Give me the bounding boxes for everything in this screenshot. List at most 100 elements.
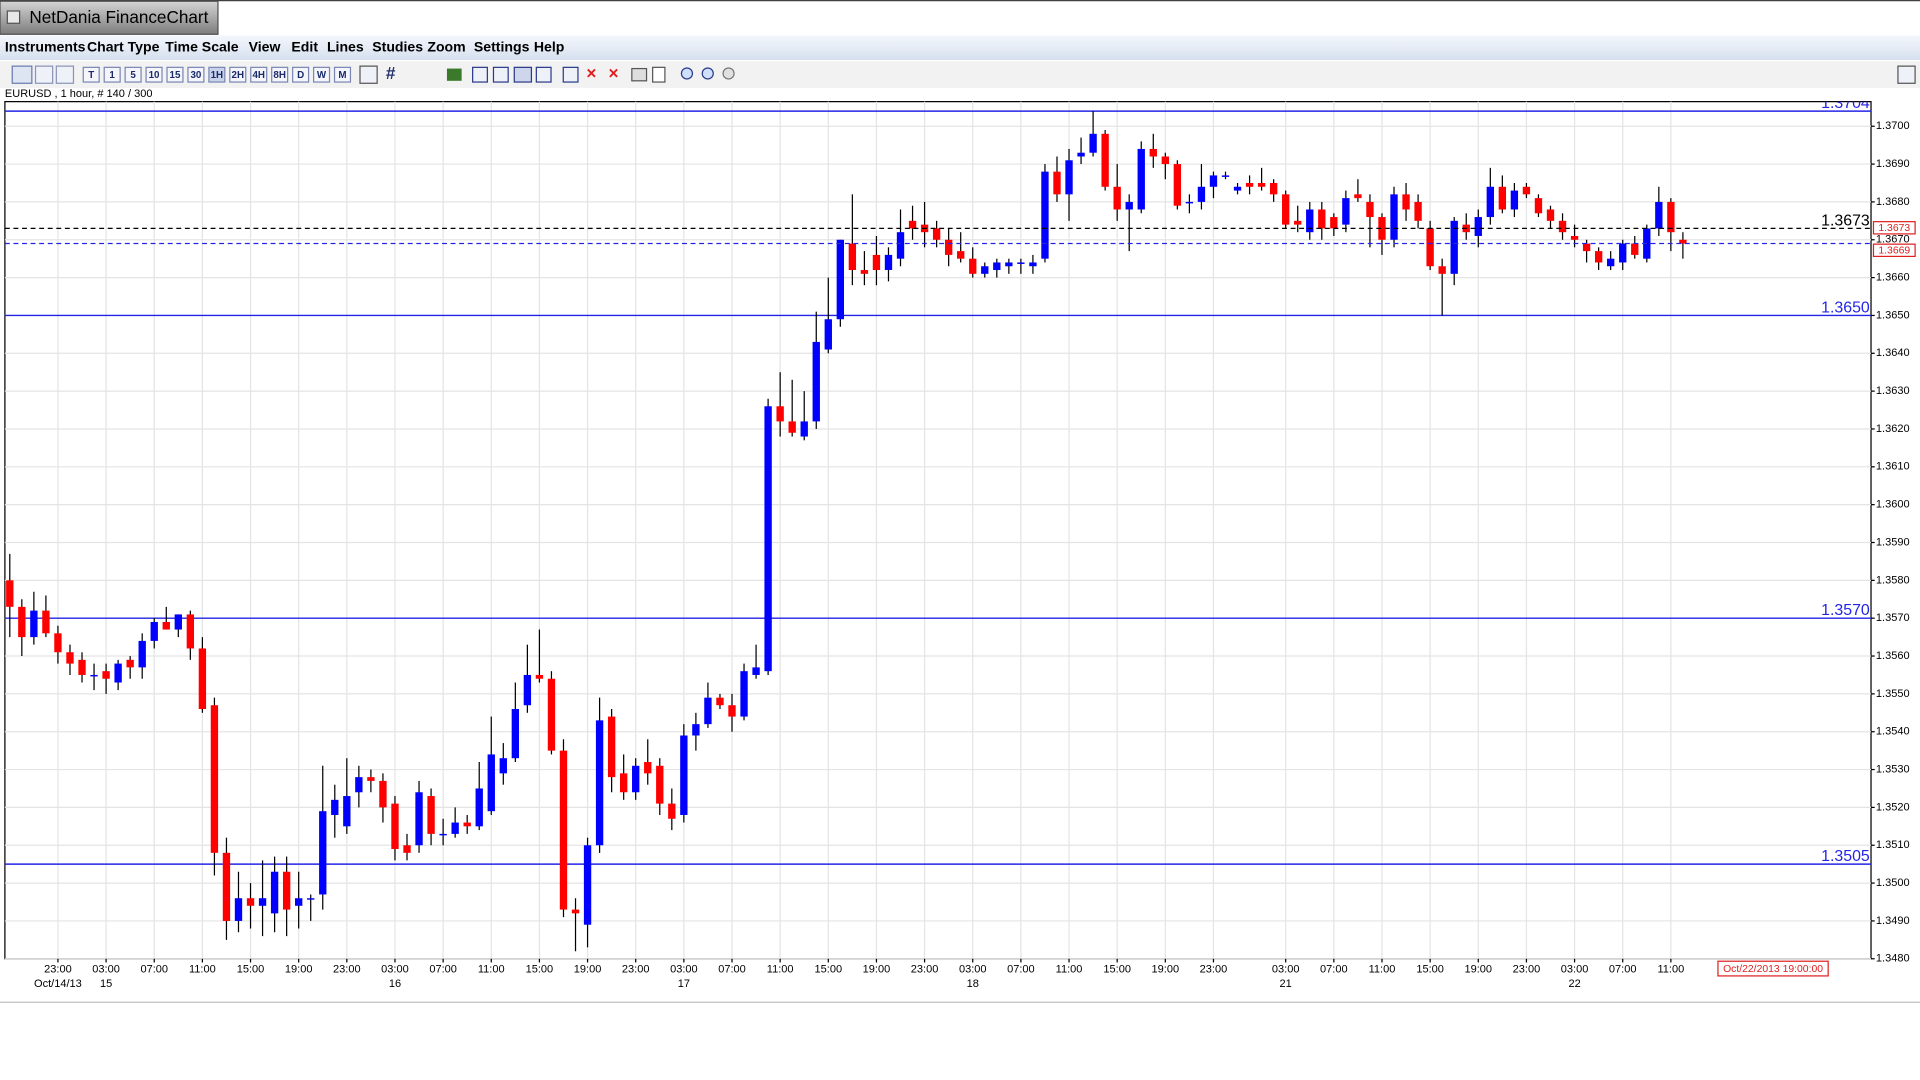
- grid-button[interactable]: #: [386, 63, 396, 83]
- crosshair-button[interactable]: [359, 65, 378, 84]
- zoom-in-button[interactable]: [680, 67, 694, 80]
- candle-body: [1185, 201, 1194, 204]
- level-label: 1.3505: [1821, 848, 1870, 865]
- x-tick-label: 11:00: [1369, 964, 1396, 976]
- menu-item[interactable]: Settings: [474, 38, 530, 54]
- x-tick-label: 15:00: [815, 964, 843, 976]
- y-tick-label: 1.3630: [1876, 385, 1910, 397]
- timescale-button[interactable]: [187, 66, 205, 83]
- plot: 1.3704 1.3650 1.3570 1.3505 1.3673: [4, 102, 1872, 952]
- candle-body: [295, 898, 303, 906]
- timescale-button[interactable]: [145, 66, 163, 83]
- y-tick-label: 1.3520: [1876, 801, 1910, 813]
- candle-body: [1450, 220, 1458, 274]
- x-tick-label: 07:00: [140, 964, 168, 976]
- x-tick-label: 15:00: [237, 964, 265, 976]
- timescale-button[interactable]: [229, 66, 247, 83]
- timescale-button[interactable]: [250, 66, 268, 83]
- candle-body: [1233, 186, 1242, 191]
- line-button[interactable]: [513, 66, 533, 83]
- y-tick-label: 1.3650: [1876, 309, 1910, 321]
- menu-item[interactable]: Chart Type: [87, 38, 160, 54]
- candle-body: [1594, 251, 1603, 263]
- candle-body: [1089, 133, 1097, 153]
- x-date-label: Oct/14/13: [34, 978, 82, 990]
- candle-body: [1197, 186, 1206, 202]
- candle-body: [1354, 194, 1362, 199]
- menu-item[interactable]: Studies: [372, 38, 423, 54]
- line-button[interactable]: [562, 66, 579, 83]
- cursor-time: Oct/22/2013 19:00:00: [1723, 964, 1823, 975]
- candle-body: [981, 266, 989, 274]
- title-tab[interactable]: [0, 0, 219, 35]
- y-tick-label: 1.3590: [1876, 536, 1910, 548]
- chart-button[interactable]: [55, 65, 75, 84]
- timescale-label: 4H: [252, 70, 265, 81]
- menu-item[interactable]: Zoom: [427, 38, 465, 54]
- candle-body: [319, 811, 327, 895]
- x-tick-label: 15:00: [1416, 964, 1444, 976]
- candle-body: [1306, 209, 1314, 233]
- line-button[interactable]: [535, 66, 552, 83]
- menu-item[interactable]: View: [249, 38, 281, 54]
- candle-body: [1486, 186, 1494, 218]
- timescale-button[interactable]: [166, 66, 184, 83]
- timescale-button[interactable]: [82, 66, 100, 83]
- candle-body: [969, 258, 977, 274]
- chart-button[interactable]: [34, 65, 54, 84]
- timescale-button[interactable]: [271, 66, 289, 83]
- candle-body: [1065, 160, 1073, 195]
- timescale-button[interactable]: [124, 66, 142, 83]
- candle-body: [246, 898, 255, 906]
- x-tick-label: 11:00: [1056, 964, 1083, 976]
- candle-body: [1005, 262, 1013, 267]
- x-tick-label: 11:00: [1657, 964, 1684, 976]
- candle-body: [595, 720, 604, 846]
- timescale-button[interactable]: [292, 66, 310, 83]
- x-tick-label: 23:00: [44, 964, 72, 976]
- menu-item[interactable]: Lines: [327, 38, 364, 54]
- candle-body: [1209, 175, 1218, 187]
- candle-body: [740, 671, 748, 717]
- candle-body: [1257, 182, 1266, 187]
- preview-button[interactable]: [652, 66, 666, 83]
- timescale-button[interactable]: [103, 66, 121, 83]
- zoom-out-button[interactable]: [701, 67, 714, 80]
- candle-body: [258, 898, 267, 906]
- candle-body: [54, 633, 62, 653]
- y-tick-label: 1.3670: [1876, 234, 1910, 246]
- studies-button[interactable]: [446, 68, 462, 81]
- menu-item[interactable]: Instruments: [5, 38, 86, 54]
- timescale-button[interactable]: [312, 66, 331, 83]
- timescale-label: 5: [130, 70, 136, 81]
- candle-body: [1077, 152, 1085, 157]
- candle-body: [475, 788, 483, 827]
- menu-item[interactable]: Help: [534, 38, 565, 54]
- timescale-button[interactable]: [333, 66, 352, 83]
- candle-body: [331, 799, 339, 815]
- candle-body: [776, 406, 784, 422]
- timescale-label: M: [338, 70, 346, 81]
- candle-body: [6, 580, 14, 607]
- candle-body: [788, 421, 796, 433]
- candle-body: [1330, 217, 1338, 229]
- candle-body: [463, 822, 471, 827]
- chart-button[interactable]: [11, 65, 33, 84]
- menu-item[interactable]: Edit: [291, 38, 318, 54]
- candle-body: [451, 822, 459, 834]
- print-button[interactable]: [631, 67, 648, 82]
- zoom-reset-button[interactable]: [722, 67, 735, 80]
- candle-body: [1558, 220, 1567, 233]
- line-button[interactable]: [492, 66, 509, 83]
- x-tick-label: 07:00: [1320, 964, 1348, 976]
- delete-all-button[interactable]: ×: [608, 63, 618, 83]
- x-tick-label: 15:00: [1103, 964, 1131, 976]
- timescale-label: D: [297, 70, 304, 81]
- candle-body: [379, 780, 387, 808]
- timescale-button[interactable]: [208, 66, 226, 83]
- panel-button[interactable]: [1897, 65, 1916, 84]
- line-button[interactable]: [472, 66, 488, 83]
- delete-button[interactable]: ×: [586, 63, 596, 83]
- menu-item[interactable]: Time Scale: [165, 38, 238, 54]
